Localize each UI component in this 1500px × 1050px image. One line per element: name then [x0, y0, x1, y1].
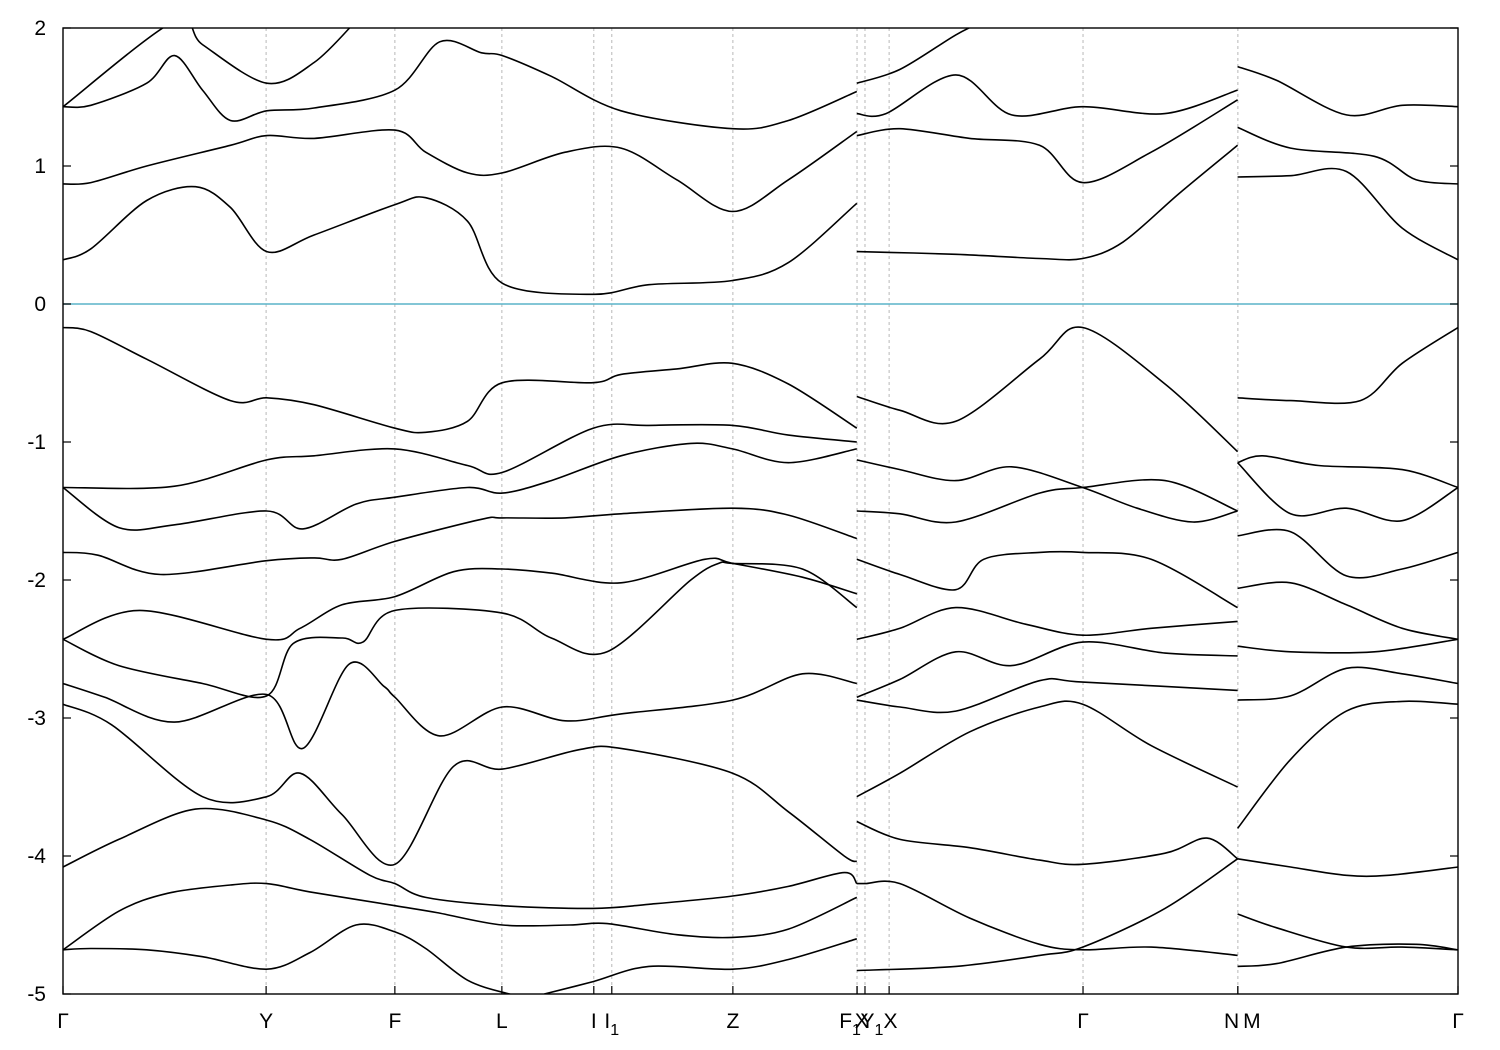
band-line-2 [856, 880, 1238, 957]
band-line-25 [1237, 528, 1458, 579]
band-line-31 [1237, 454, 1458, 489]
y-tick-label: -3 [27, 707, 46, 730]
y-tick-label: 1 [34, 155, 46, 178]
plot-frame [62, 27, 1459, 995]
y-tick-label: -2 [27, 569, 46, 592]
x-tick-label: F [388, 1010, 401, 1033]
band-line-35 [63, 185, 858, 296]
band-line-45 [856, 28, 971, 84]
band-line-4 [63, 923, 513, 994]
x-tick-label: Γ [57, 1010, 69, 1033]
band-line-21 [856, 606, 1238, 641]
x-tick-label: I [591, 1010, 597, 1033]
x-tick-label: Y [259, 1010, 273, 1033]
band-line-5 [544, 938, 858, 994]
band-line-14 [63, 661, 857, 750]
y-tick-label: -5 [27, 983, 46, 1006]
band-line-15 [856, 677, 1238, 714]
band-lines [63, 28, 1458, 994]
y-tick-label: -4 [27, 845, 46, 868]
x-tick-label: X [855, 1010, 869, 1033]
band-line-6 [856, 858, 1239, 972]
y-tick-label: 2 [34, 17, 46, 40]
x-tick-label: I1 [604, 1010, 619, 1039]
band-line-16 [1237, 666, 1458, 701]
x-tick-label: M [1243, 1010, 1261, 1033]
band-line-28 [1237, 462, 1458, 522]
x-tick-label: Γ [1077, 1010, 1089, 1033]
band-line-33 [856, 326, 1239, 453]
band-line-13 [1236, 700, 1458, 829]
band-line-34 [1237, 326, 1458, 405]
band-line-39 [856, 99, 1239, 184]
x-tick-label: Z [726, 1010, 739, 1033]
y-tick-label: 0 [34, 293, 46, 316]
band-line-26 [63, 442, 857, 531]
band-line-30 [856, 478, 1238, 524]
band-line-42 [856, 74, 1238, 118]
y-axis-ticks: -5 -4 -3 -2 -1 0 1 2 [27, 17, 1458, 1006]
band-line-19 [1237, 638, 1458, 654]
band-line-9 [856, 820, 1239, 866]
x-tick-label: L [496, 1010, 508, 1033]
band-line-29 [63, 423, 857, 490]
band-line-40 [1237, 126, 1458, 185]
y-tick-label: -1 [27, 431, 46, 454]
band-line-37 [1237, 167, 1458, 261]
band-line-8 [63, 807, 858, 910]
band-line-22 [1237, 581, 1458, 641]
band-line-23 [63, 507, 858, 576]
band-line-20 [63, 557, 858, 641]
band-line-43 [1237, 65, 1458, 117]
x-tick-label: F1 [839, 1010, 861, 1039]
band-line-7 [1237, 913, 1458, 951]
band-line-11 [63, 703, 858, 866]
x-tick-label: Γ [1452, 1010, 1464, 1033]
band-line-24 [856, 550, 1238, 609]
x-tick-label: N [1224, 1010, 1239, 1033]
band-line-36 [856, 144, 1239, 261]
band-line-38 [63, 128, 858, 213]
x-tick-label: Y1 [860, 1010, 883, 1039]
band-line-17 [63, 561, 858, 699]
band-line-27 [856, 459, 1238, 523]
band-line-10 [1237, 858, 1458, 878]
band-line-44 [63, 28, 351, 108]
band-line-12 [856, 700, 1238, 798]
band-line-1 [63, 882, 858, 951]
vertical-grid-lines [265, 28, 1239, 994]
x-tick-label: X [884, 1010, 898, 1033]
band-line-32 [63, 326, 858, 434]
band-line-41 [63, 39, 858, 130]
band-line-18 [856, 641, 1238, 699]
